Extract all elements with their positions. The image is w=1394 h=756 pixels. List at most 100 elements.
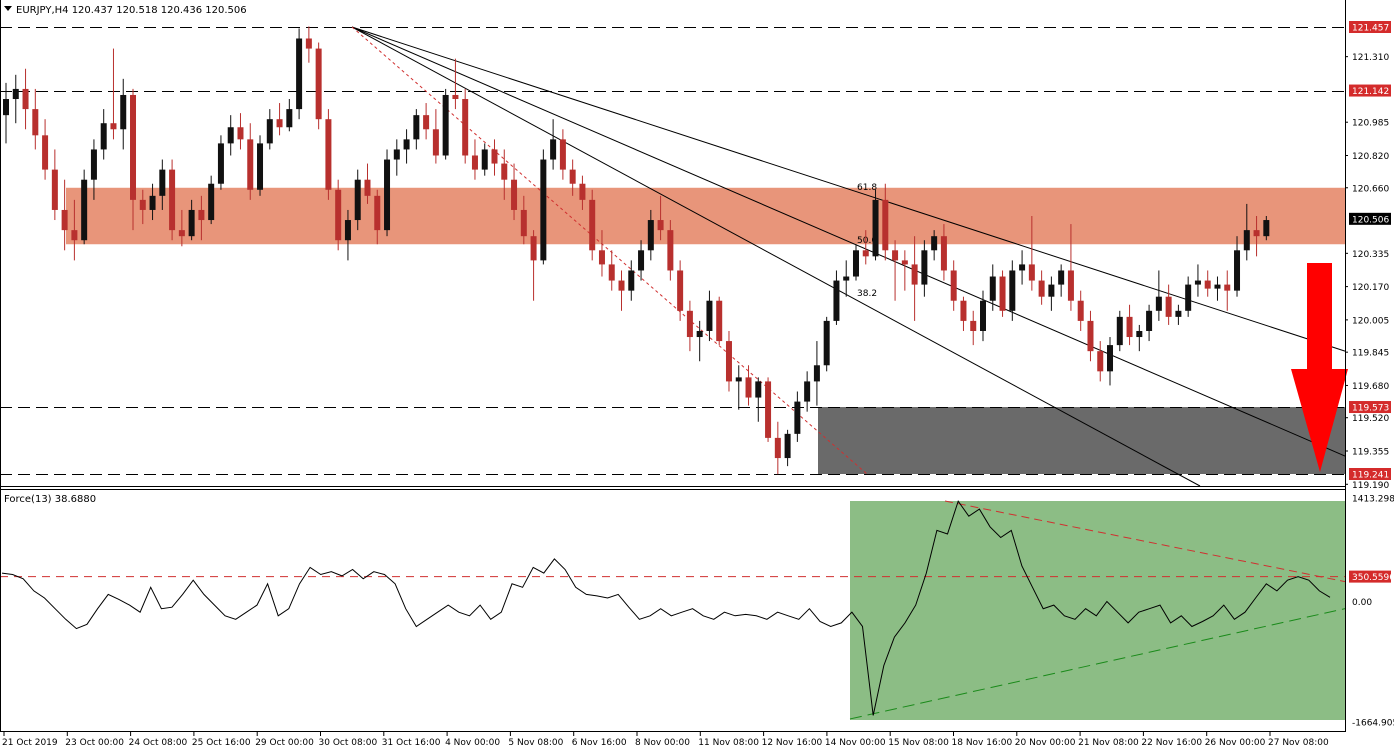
candle-body <box>1077 300 1084 321</box>
level-marker-label: 121.142 <box>1352 87 1389 97</box>
candle-body <box>1097 351 1104 372</box>
candle-body <box>413 115 420 140</box>
candle-body <box>432 129 439 156</box>
candle-body <box>745 377 752 398</box>
candle-body <box>51 169 58 210</box>
price-tick-label: 119.845 <box>1352 349 1389 359</box>
price-tick-label: 119.355 <box>1352 448 1389 458</box>
candle-body <box>1038 280 1045 297</box>
candle-body <box>1009 270 1016 311</box>
candle-body <box>462 99 469 156</box>
candle-body <box>999 276 1006 311</box>
candle-body <box>725 341 732 382</box>
candle-body <box>149 195 156 210</box>
candle-body <box>423 115 430 130</box>
candle-body <box>354 179 361 221</box>
current-price-label: 120.506 <box>1352 215 1389 225</box>
candle-body <box>42 135 49 170</box>
price-zones <box>66 187 1345 474</box>
candle-body <box>130 94 137 200</box>
time-tick-label: 15 Nov 08:00 <box>888 738 949 748</box>
down-arrow-icon <box>1291 263 1348 472</box>
time-tick-label: 22 Nov 16:00 <box>1141 738 1202 748</box>
candle-body <box>589 199 596 251</box>
candle-body <box>227 127 234 144</box>
support-zone <box>818 407 1345 474</box>
time-tick-label: 6 Nov 16:00 <box>572 738 627 748</box>
price-tick-label: 119.190 <box>1352 481 1389 491</box>
candle-body <box>110 123 117 130</box>
candle-body <box>452 94 459 100</box>
candle-body <box>384 159 391 231</box>
candle-body <box>755 381 762 398</box>
symbol-header: EURJPY,H4 120.437 120.518 120.436 120.50… <box>16 5 247 16</box>
fibonacci-fan: 61.8 50.0 38.2 <box>351 26 1346 487</box>
candle-body <box>794 401 801 434</box>
price-tick-label: 120.985 <box>1352 119 1389 129</box>
candle-body <box>159 169 166 196</box>
force-reference-marker <box>1349 570 1391 583</box>
fan-line-38-2 <box>351 26 1201 487</box>
force-reference-label: 350.5596 <box>1352 573 1394 583</box>
candle-body <box>1253 230 1260 237</box>
candle-body <box>286 109 293 128</box>
candle-body <box>540 159 547 261</box>
candle-body <box>198 209 205 221</box>
price-tick-label: 120.005 <box>1352 316 1389 326</box>
time-tick-label: 11 Nov 08:00 <box>698 738 759 748</box>
candle-body <box>3 99 9 116</box>
candle-body <box>81 179 88 241</box>
candle-body <box>208 183 215 221</box>
level-marker <box>1349 21 1391 33</box>
level-marker <box>1349 84 1391 97</box>
time-tick-label: 21 Nov 08:00 <box>1078 738 1139 748</box>
time-tick-label: 20 Nov 00:00 <box>1015 738 1076 748</box>
time-axis: 21 Oct 2019 23 Oct 00:00 24 Oct 08:00 25 Oc… <box>2 732 1329 748</box>
time-tick-label: 18 Nov 16:00 <box>952 738 1013 748</box>
candle-body <box>677 270 684 311</box>
candlesticks <box>3 26 1270 475</box>
time-tick-label: 14 Nov 00:00 <box>825 738 886 748</box>
candle-body <box>921 250 928 285</box>
candle-body <box>374 195 381 231</box>
candle-body <box>511 179 518 210</box>
price-tick-label: 121.310 <box>1352 53 1389 63</box>
candle-body <box>1116 316 1123 346</box>
level-marker <box>1349 401 1391 414</box>
force-axis: 1413.2984 0.00 -1664.905 350.5596 <box>1349 495 1394 729</box>
time-tick-label: 25 Oct 16:00 <box>192 738 251 748</box>
candle-body <box>608 264 615 281</box>
candle-body <box>696 330 703 338</box>
candle-body <box>667 230 674 271</box>
candle-body <box>393 149 400 160</box>
candle-body <box>501 163 508 180</box>
candle-body <box>325 119 332 190</box>
candle-body <box>706 300 713 331</box>
candle-body <box>970 320 977 331</box>
candle-body <box>217 143 224 184</box>
force-tick-label: 0.00 <box>1352 598 1372 608</box>
price-tick-label: 120.335 <box>1352 250 1389 260</box>
candle-body <box>169 169 176 231</box>
candle-body <box>550 139 557 160</box>
candle-body <box>784 433 791 459</box>
current-price-marker <box>1349 212 1391 225</box>
candle-body <box>804 381 811 402</box>
candle-body <box>471 155 478 170</box>
candle-body <box>1155 296 1162 311</box>
candle-body <box>960 300 967 321</box>
candle-body <box>569 169 576 184</box>
candle-body <box>1067 270 1074 301</box>
symbol-menu-icon[interactable] <box>4 6 12 11</box>
candle-body <box>980 300 986 331</box>
candle-body <box>1214 284 1221 289</box>
level-marker-label: 119.241 <box>1352 471 1389 481</box>
candle-body <box>120 94 127 130</box>
candle-body <box>90 149 97 180</box>
candle-body <box>638 250 645 271</box>
candle-body <box>403 139 410 150</box>
candle-body <box>950 270 957 301</box>
candle-body <box>647 220 654 251</box>
